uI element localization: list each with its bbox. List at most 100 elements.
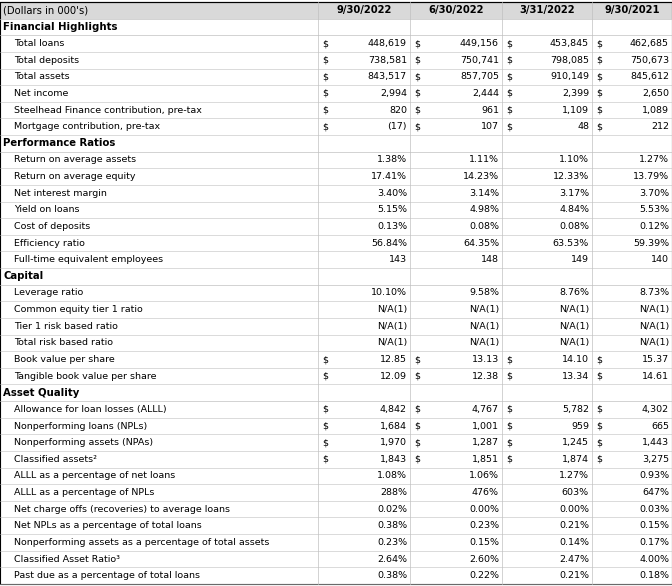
Bar bbox=[0, 2, 672, 19]
Text: 1.08%: 1.08% bbox=[377, 471, 407, 481]
Text: Net charge offs (recoveries) to average loans: Net charge offs (recoveries) to average … bbox=[14, 505, 230, 514]
Text: $: $ bbox=[506, 421, 512, 431]
Text: $: $ bbox=[596, 72, 602, 81]
Text: 4,302: 4,302 bbox=[642, 405, 669, 414]
Text: Classified assets²: Classified assets² bbox=[14, 455, 97, 464]
Text: 64.35%: 64.35% bbox=[463, 239, 499, 248]
Text: 8.73%: 8.73% bbox=[639, 288, 669, 298]
Text: 2.60%: 2.60% bbox=[469, 554, 499, 564]
Text: Cost of deposits: Cost of deposits bbox=[14, 222, 90, 231]
Text: $: $ bbox=[322, 421, 328, 431]
Text: 449,156: 449,156 bbox=[460, 39, 499, 48]
Text: 798,085: 798,085 bbox=[550, 56, 589, 64]
Text: 961: 961 bbox=[481, 105, 499, 115]
Text: $: $ bbox=[596, 438, 602, 447]
Text: Net income: Net income bbox=[14, 89, 69, 98]
Text: $: $ bbox=[322, 89, 328, 98]
Text: Allowance for loan losses (ALLL): Allowance for loan losses (ALLL) bbox=[14, 405, 167, 414]
Text: $: $ bbox=[506, 438, 512, 447]
Text: 0.00%: 0.00% bbox=[559, 505, 589, 514]
Text: 910,149: 910,149 bbox=[550, 72, 589, 81]
Text: 1,001: 1,001 bbox=[472, 421, 499, 431]
Text: $: $ bbox=[506, 39, 512, 48]
Text: $: $ bbox=[506, 355, 512, 364]
Text: Efficiency ratio: Efficiency ratio bbox=[14, 239, 85, 248]
Text: 13.79%: 13.79% bbox=[633, 172, 669, 181]
Text: $: $ bbox=[414, 455, 420, 464]
Text: 0.22%: 0.22% bbox=[469, 571, 499, 580]
Text: $: $ bbox=[506, 122, 512, 131]
Text: Yield on loans: Yield on loans bbox=[14, 205, 79, 214]
Text: 59.39%: 59.39% bbox=[633, 239, 669, 248]
Text: 750,741: 750,741 bbox=[460, 56, 499, 64]
Text: 5,782: 5,782 bbox=[562, 405, 589, 414]
Text: $: $ bbox=[414, 405, 420, 414]
Text: $: $ bbox=[506, 405, 512, 414]
Text: 0.08%: 0.08% bbox=[469, 222, 499, 231]
Text: 1,287: 1,287 bbox=[472, 438, 499, 447]
Text: 462,685: 462,685 bbox=[630, 39, 669, 48]
Text: $: $ bbox=[414, 39, 420, 48]
Text: 8.76%: 8.76% bbox=[559, 288, 589, 298]
Text: 1.10%: 1.10% bbox=[559, 155, 589, 165]
Text: 212: 212 bbox=[651, 122, 669, 131]
Text: Total loans: Total loans bbox=[14, 39, 65, 48]
Text: N/A(1): N/A(1) bbox=[639, 322, 669, 331]
Text: 2.64%: 2.64% bbox=[377, 554, 407, 564]
Text: Nonperforming loans (NPLs): Nonperforming loans (NPLs) bbox=[14, 421, 147, 431]
Text: (Dollars in 000's): (Dollars in 000's) bbox=[3, 5, 88, 15]
Text: $: $ bbox=[506, 105, 512, 115]
Text: $: $ bbox=[506, 372, 512, 381]
Text: 843,517: 843,517 bbox=[368, 72, 407, 81]
Text: Total risk based ratio: Total risk based ratio bbox=[14, 338, 113, 347]
Text: 1,245: 1,245 bbox=[562, 438, 589, 447]
Text: Nonperforming assets as a percentage of total assets: Nonperforming assets as a percentage of … bbox=[14, 538, 269, 547]
Text: Past due as a percentage of total loans: Past due as a percentage of total loans bbox=[14, 571, 200, 580]
Text: 2,399: 2,399 bbox=[562, 89, 589, 98]
Text: 63.53%: 63.53% bbox=[553, 239, 589, 248]
Text: 1.38%: 1.38% bbox=[377, 155, 407, 165]
Text: N/A(1): N/A(1) bbox=[377, 322, 407, 331]
Text: 13.34: 13.34 bbox=[562, 372, 589, 381]
Text: 0.23%: 0.23% bbox=[469, 522, 499, 530]
Text: 959: 959 bbox=[571, 421, 589, 431]
Text: ALLL as a percentage of net loans: ALLL as a percentage of net loans bbox=[14, 471, 175, 481]
Text: Steelhead Finance contribution, pre-tax: Steelhead Finance contribution, pre-tax bbox=[14, 105, 202, 115]
Text: 1,843: 1,843 bbox=[380, 455, 407, 464]
Text: 2,444: 2,444 bbox=[472, 89, 499, 98]
Text: 148: 148 bbox=[481, 255, 499, 264]
Text: $: $ bbox=[322, 438, 328, 447]
Text: 2,994: 2,994 bbox=[380, 89, 407, 98]
Text: 845,612: 845,612 bbox=[630, 72, 669, 81]
Text: 1,089: 1,089 bbox=[642, 105, 669, 115]
Text: 0.38%: 0.38% bbox=[377, 522, 407, 530]
Text: Book value per share: Book value per share bbox=[14, 355, 115, 364]
Text: $: $ bbox=[414, 355, 420, 364]
Text: 12.38: 12.38 bbox=[472, 372, 499, 381]
Text: $: $ bbox=[414, 122, 420, 131]
Text: 4,767: 4,767 bbox=[472, 405, 499, 414]
Text: $: $ bbox=[596, 89, 602, 98]
Text: 738,581: 738,581 bbox=[368, 56, 407, 64]
Text: Tier 1 risk based ratio: Tier 1 risk based ratio bbox=[14, 322, 118, 331]
Text: N/A(1): N/A(1) bbox=[558, 305, 589, 314]
Text: 0.38%: 0.38% bbox=[377, 571, 407, 580]
Text: $: $ bbox=[414, 438, 420, 447]
Text: ALLL as a percentage of NPLs: ALLL as a percentage of NPLs bbox=[14, 488, 155, 497]
Text: 0.14%: 0.14% bbox=[559, 538, 589, 547]
Text: N/A(1): N/A(1) bbox=[558, 338, 589, 347]
Text: 0.02%: 0.02% bbox=[377, 505, 407, 514]
Text: 2,650: 2,650 bbox=[642, 89, 669, 98]
Text: Return on average assets: Return on average assets bbox=[14, 155, 136, 165]
Text: $: $ bbox=[322, 372, 328, 381]
Text: $: $ bbox=[414, 372, 420, 381]
Text: 12.33%: 12.33% bbox=[553, 172, 589, 181]
Text: 5.15%: 5.15% bbox=[377, 205, 407, 214]
Text: $: $ bbox=[322, 405, 328, 414]
Text: $: $ bbox=[596, 372, 602, 381]
Text: 476%: 476% bbox=[472, 488, 499, 497]
Text: $: $ bbox=[322, 455, 328, 464]
Text: 0.12%: 0.12% bbox=[639, 222, 669, 231]
Text: 1,684: 1,684 bbox=[380, 421, 407, 431]
Text: 4.98%: 4.98% bbox=[469, 205, 499, 214]
